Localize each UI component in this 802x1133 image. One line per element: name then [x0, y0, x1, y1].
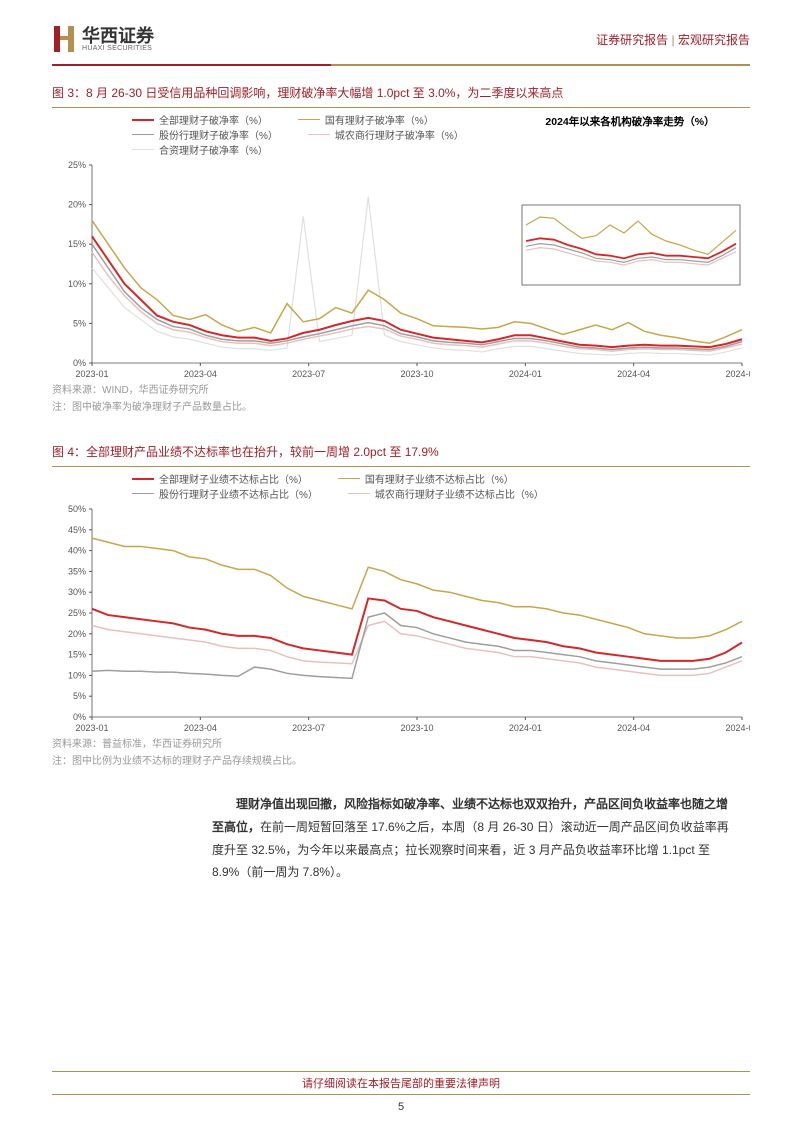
svg-text:0%: 0%: [73, 358, 86, 368]
svg-text:2023-07: 2023-07: [292, 723, 325, 733]
body-paragraph: 理财净值出现回撤，风险指标如破净率、业绩不达标也双双抬升，产品区间负收益率也随之…: [160, 793, 782, 884]
fig4-legend: 全部理财子业绩不达标占比（%） 国有理财子业绩不达标占比（%） 股份行理财子业绩不达…: [52, 471, 572, 501]
legend-item: 合资理财子破净率（%）: [132, 142, 268, 157]
svg-text:40%: 40%: [68, 546, 86, 556]
logo-icon: [52, 24, 76, 54]
legend-item: 股份行理财子破净率（%）: [132, 127, 278, 142]
svg-text:2024-07: 2024-07: [725, 369, 750, 379]
svg-text:2024-07: 2024-07: [725, 723, 750, 733]
logo-text-cn: 华西证券: [82, 27, 154, 45]
fig3-chart: 全部理财子破净率（%） 国有理财子破净率（%） 股份行理财子破净率（%） 城农商行理财…: [52, 107, 750, 415]
fig4-svg: 0% 5% 10% 15% 20% 25% 30% 35% 40% 45% 50% 2023-01 20…: [52, 505, 750, 735]
svg-text:30%: 30%: [68, 587, 86, 597]
svg-text:50%: 50%: [68, 505, 86, 514]
svg-text:2023-04: 2023-04: [184, 369, 217, 379]
svg-text:2023-04: 2023-04: [184, 723, 217, 733]
svg-text:2024-04: 2024-04: [617, 723, 650, 733]
fig4-note: 注：图中比例为业绩不达标的理财子产品存续规模占比。: [52, 754, 750, 769]
legend-item: 城农商行理财子破净率（%）: [308, 127, 464, 142]
fig3-title: 图 3：8 月 26-30 日受信用品种回调影响，理财破净率大幅增 1.0pct…: [52, 84, 750, 101]
svg-text:45%: 45%: [68, 525, 86, 535]
header-subtitle-a: 证券研究报告: [596, 33, 668, 47]
fig4-chart: 全部理财子业绩不达标占比（%） 国有理财子业绩不达标占比（%） 股份行理财子业绩不达…: [52, 466, 750, 769]
svg-text:2024-01: 2024-01: [509, 369, 542, 379]
legend-item: 全部理财子破净率（%）: [132, 112, 268, 127]
page-header: 华西证券 HUAXI SECURITIES 证券研究报告 | 宏观研究报告: [0, 0, 802, 60]
svg-text:0%: 0%: [73, 712, 86, 722]
legend-item: 国有理财子业绩不达标占比（%）: [338, 471, 514, 486]
legend-item: 城农商行理财子业绩不达标占比（%）: [348, 486, 544, 501]
svg-text:2023-01: 2023-01: [75, 723, 108, 733]
fig3-note: 注：图中破净率为破净理财子产品数量占比。: [52, 400, 750, 415]
svg-text:2023-01: 2023-01: [75, 369, 108, 379]
svg-text:2023-10: 2023-10: [400, 723, 433, 733]
legend-item: 股份行理财子业绩不达标占比（%）: [132, 486, 318, 501]
svg-text:20%: 20%: [68, 200, 86, 210]
svg-text:20%: 20%: [68, 629, 86, 639]
svg-text:5%: 5%: [73, 691, 86, 701]
svg-text:15%: 15%: [68, 650, 86, 660]
footer-legal: 请仔细阅读在本报告尾部的重要法律声明: [52, 1071, 750, 1095]
fig3-source: 资料来源：WIND，华西证券研究所: [52, 383, 750, 398]
fig4-source: 资料来源：普益标准，华西证券研究所: [52, 737, 750, 752]
footer: 请仔细阅读在本报告尾部的重要法律声明 5: [0, 1071, 802, 1113]
svg-text:35%: 35%: [68, 566, 86, 576]
logo: 华西证券 HUAXI SECURITIES: [52, 24, 154, 54]
legend-item: 国有理财子破净率（%）: [298, 112, 434, 127]
header-subtitle-b: 宏观研究报告: [678, 33, 750, 47]
svg-text:25%: 25%: [68, 608, 86, 618]
header-sep: |: [672, 33, 675, 47]
fig3-legend: 全部理财子破净率（%） 国有理财子破净率（%） 股份行理财子破净率（%） 城农商行理财…: [52, 112, 572, 157]
logo-text-en: HUAXI SECURITIES: [82, 45, 154, 52]
page-number: 5: [0, 1101, 802, 1113]
svg-text:10%: 10%: [68, 279, 86, 289]
legend-item: 全部理财子业绩不达标占比（%）: [132, 471, 308, 486]
body-rest: 在前一周短暂回落至 17.6%之后，本周（8 月 26-30 日）滚动近一周产品…: [212, 820, 729, 880]
svg-text:15%: 15%: [68, 239, 86, 249]
svg-text:2023-10: 2023-10: [400, 369, 433, 379]
svg-text:2024-01: 2024-01: [509, 723, 542, 733]
svg-text:2024-04: 2024-04: [617, 369, 650, 379]
fig4-title: 图 4：全部理财产品业绩不达标率也在抬升，较前一周增 2.0pct 至 17.9…: [52, 443, 750, 460]
fig3-svg: 0% 5% 10% 15% 20% 25% 2023-01 2023-04 2023-07 202…: [52, 161, 750, 381]
svg-text:5%: 5%: [73, 318, 86, 328]
svg-text:25%: 25%: [68, 161, 86, 170]
fig3-inset-title: 2024年以来各机构破净率走势（%）: [530, 116, 730, 130]
svg-text:10%: 10%: [68, 670, 86, 680]
svg-text:2023-07: 2023-07: [292, 369, 325, 379]
header-subtitle: 证券研究报告 | 宏观研究报告: [596, 31, 750, 48]
